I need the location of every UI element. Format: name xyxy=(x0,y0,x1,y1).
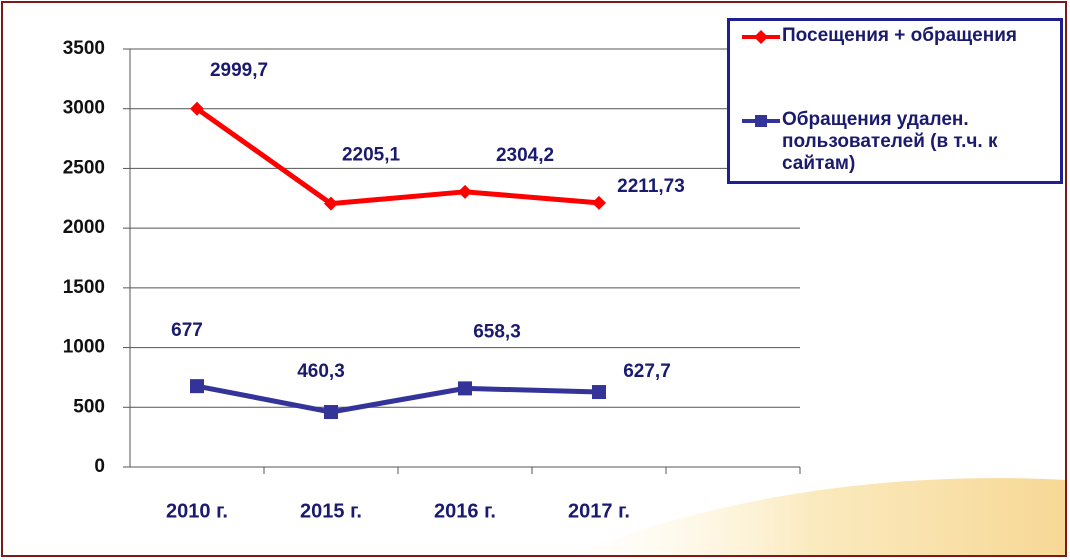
legend-label: Обращения удален. пользователей (в т.ч. … xyxy=(742,109,1056,175)
y-tick-label: 2500 xyxy=(63,157,105,178)
data-label: 2211,73 xyxy=(617,176,685,197)
legend-icon xyxy=(742,27,782,47)
data-label: 677 xyxy=(171,320,203,341)
point xyxy=(190,379,204,393)
background-swoosh xyxy=(560,478,1066,560)
x-tick-label: 2010 г. xyxy=(166,500,228,522)
y-tick-label: 1000 xyxy=(63,337,105,358)
legend-item: Посещения + обращения xyxy=(742,25,1056,47)
x-tick-label: 2015 г. xyxy=(300,500,362,522)
data-label: 2999,7 xyxy=(210,60,268,81)
x-tick-label: 2016 г. xyxy=(434,500,496,522)
y-tick-label: 2000 xyxy=(63,217,105,238)
point xyxy=(458,381,472,395)
data-label: 460,3 xyxy=(297,361,345,382)
legend-item: Обращения удален. пользователей (в т.ч. … xyxy=(742,109,1056,175)
legend: Посещения + обращения Обращения удален. п… xyxy=(727,18,1063,184)
data-label: 627,7 xyxy=(623,361,671,382)
data-label: 2205,1 xyxy=(342,145,401,166)
legend-marker xyxy=(754,30,768,44)
data-label: 658,3 xyxy=(473,321,521,342)
y-tick-label: 3500 xyxy=(63,38,105,59)
y-tick-label: 3000 xyxy=(63,98,105,119)
x-tick-label: 2017 г. xyxy=(568,500,630,522)
page: 0 500 1000 1500 2000 2500 3000 3500 2010 г. 2015 … xyxy=(0,0,1070,560)
point xyxy=(592,196,606,210)
point xyxy=(324,405,338,419)
data-label: 2304,2 xyxy=(496,145,554,166)
legend-marker xyxy=(755,115,767,127)
y-tick-label: 0 xyxy=(94,456,105,477)
point xyxy=(458,185,472,199)
y-tick-label: 1500 xyxy=(63,277,105,298)
y-tick-label: 500 xyxy=(73,396,105,417)
legend-label: Посещения + обращения xyxy=(742,25,1056,47)
legend-icon xyxy=(742,111,782,131)
series-line xyxy=(197,386,599,412)
point xyxy=(592,385,606,399)
